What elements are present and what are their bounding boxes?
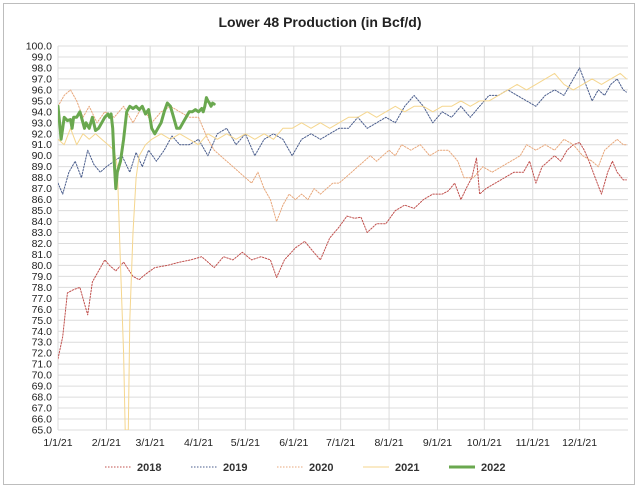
x-tick-label: 9/1/21: [423, 437, 452, 449]
x-tick-label: 1/1/21: [43, 437, 72, 449]
y-tick-label: 76.0: [32, 304, 53, 316]
y-tick-label: 82.0: [32, 238, 53, 250]
y-tick-label: 70.0: [32, 370, 53, 382]
y-tick-label: 78.0: [32, 282, 53, 294]
x-tick-label: 2/1/21: [92, 437, 121, 449]
y-tick-label: 87.0: [32, 183, 53, 195]
y-tick-label: 83.0: [32, 227, 53, 239]
y-tick-label: 65.0: [32, 425, 53, 437]
legend-label-2021: 2021: [395, 462, 419, 474]
y-tick-label: 93.0: [32, 117, 53, 129]
y-tick-label: 96.0: [32, 84, 53, 96]
y-tick-label: 69.0: [32, 381, 53, 393]
y-axis: 65.066.067.068.069.070.071.072.073.074.0…: [26, 41, 52, 437]
y-tick-label: 92.0: [32, 128, 53, 140]
y-tick-label: 88.0: [32, 172, 53, 184]
y-tick-label: 89.0: [32, 161, 53, 173]
x-tick-label: 8/1/21: [374, 437, 403, 449]
x-axis: 1/1/21 2/1/21 3/1/21 4/1/21 5/1/21 6/1/21 7/1/…: [43, 437, 597, 449]
y-tick-label: 91.0: [32, 139, 53, 151]
y-tick-label: 95.0: [32, 95, 53, 107]
x-tick-label: 5/1/21: [231, 437, 260, 449]
y-tick-label: 74.0: [32, 326, 53, 338]
y-tick-label: 90.0: [32, 150, 53, 162]
legend: 2018 2019 2020 2021 2022: [105, 462, 505, 474]
y-tick-label: 77.0: [32, 293, 53, 305]
legend-label-2022: 2022: [481, 462, 505, 474]
y-tick-label: 99.0: [32, 51, 53, 63]
gridlines: [57, 45, 628, 431]
y-tick-label: 73.0: [32, 337, 53, 349]
line-chart: Lower 48 Production (in Bcf/d) 65.066.06…: [26, 14, 628, 474]
y-tick-label: 84.0: [32, 216, 53, 228]
x-tick-label: 3/1/21: [136, 437, 165, 449]
y-tick-label: 79.0: [32, 271, 53, 283]
y-tick-label: 66.0: [32, 414, 53, 426]
y-tick-label: 67.0: [32, 403, 53, 415]
y-tick-label: 86.0: [32, 194, 53, 206]
series-line-2020: [58, 89, 627, 222]
series-line-2019: [58, 67, 627, 195]
legend-label-2019: 2019: [223, 462, 247, 474]
legend-label-2018: 2018: [137, 462, 161, 474]
y-tick-label: 80.0: [32, 260, 53, 272]
y-tick-label: 71.0: [32, 359, 53, 371]
x-tick-label: 11/1/21: [516, 437, 550, 449]
chart-frame: Lower 48 Production (in Bcf/d) 65.0 66.0 6…: [3, 3, 635, 485]
y-tick-label: 94.0: [32, 106, 53, 118]
y-tick-label: 98.0: [32, 62, 53, 74]
y-tick-label: 100.0: [26, 41, 52, 53]
x-tick-label: 6/1/21: [279, 437, 308, 449]
chart-title: Lower 48 Production (in Bcf/d): [218, 14, 421, 30]
x-tick-label: 12/1/21: [562, 437, 597, 449]
x-tick-label: 10/1/21: [467, 437, 502, 449]
y-tick-label: 85.0: [32, 205, 53, 217]
x-tick-label: 4/1/21: [184, 437, 213, 449]
x-tick-label: 7/1/21: [326, 437, 355, 449]
y-tick-label: 72.0: [32, 348, 53, 360]
y-tick-label: 81.0: [32, 249, 53, 261]
series-line-2021: [58, 72, 627, 430]
legend-label-2020: 2020: [309, 462, 333, 474]
y-tick-label: 97.0: [32, 73, 53, 85]
series-lines: [58, 67, 627, 430]
y-tick-label: 68.0: [32, 392, 53, 404]
y-tick-label: 75.0: [32, 315, 53, 327]
series-line-2018: [58, 142, 627, 360]
series-line-2022: [58, 96, 216, 191]
